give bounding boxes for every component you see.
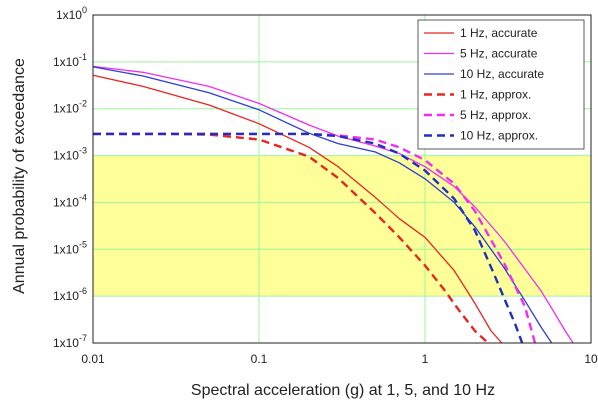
y-tick-label: 1x10-4	[53, 192, 87, 209]
legend-label-4: 5 Hz, approx.	[460, 108, 531, 122]
plot-frame	[92, 14, 592, 344]
x-axis-label: Spectral acceleration (g) at 1, 5, and 1…	[191, 382, 495, 399]
y-tick-label: 1x10-7	[53, 333, 87, 350]
y-tick-label: 1x10-2	[53, 99, 87, 116]
series-line-3	[93, 132, 489, 343]
y-tick-label: 1x10-3	[53, 146, 87, 163]
series-line-4	[93, 132, 537, 343]
y-axis-label: Annual probability of exceedance	[11, 58, 28, 294]
x-tick-labels: 0.01 0.1 1 10	[81, 352, 598, 366]
shaded-band	[93, 155, 591, 297]
series-layer	[93, 65, 574, 343]
legend-label-1: 5 Hz, accurate	[460, 47, 538, 61]
y-tick-label: 1x10-5	[53, 239, 87, 256]
series-line-0	[93, 74, 503, 343]
y-tick-label: 1x10-6	[53, 286, 87, 303]
legend: 1 Hz, accurate 5 Hz, accurate 10 Hz, accur…	[417, 19, 585, 150]
shaded-band-layer	[93, 155, 591, 297]
x-tick-label: 0.01	[81, 352, 105, 366]
y-tick-label: 1x10-1	[53, 52, 87, 69]
y-tick-labels: 1x100 1x10-1 1x10-2 1x10-3 1x10-4 1x10-5 1x10-…	[53, 5, 87, 350]
legend-label-5: 10 Hz, approx.	[460, 129, 538, 143]
series-line-5	[93, 132, 524, 343]
legend-box	[417, 19, 585, 150]
x-tick-label: 1	[422, 352, 429, 366]
series-line-1	[93, 65, 574, 343]
x-tick-label: 10	[584, 352, 598, 366]
x-tick-label: 0.1	[251, 352, 268, 366]
legend-label-2: 10 Hz, accurate	[460, 67, 544, 81]
legend-label-0: 1 Hz, accurate	[460, 26, 538, 40]
legend-label-3: 1 Hz, approx.	[460, 88, 531, 102]
y-tick-label: 1x100	[56, 5, 87, 22]
